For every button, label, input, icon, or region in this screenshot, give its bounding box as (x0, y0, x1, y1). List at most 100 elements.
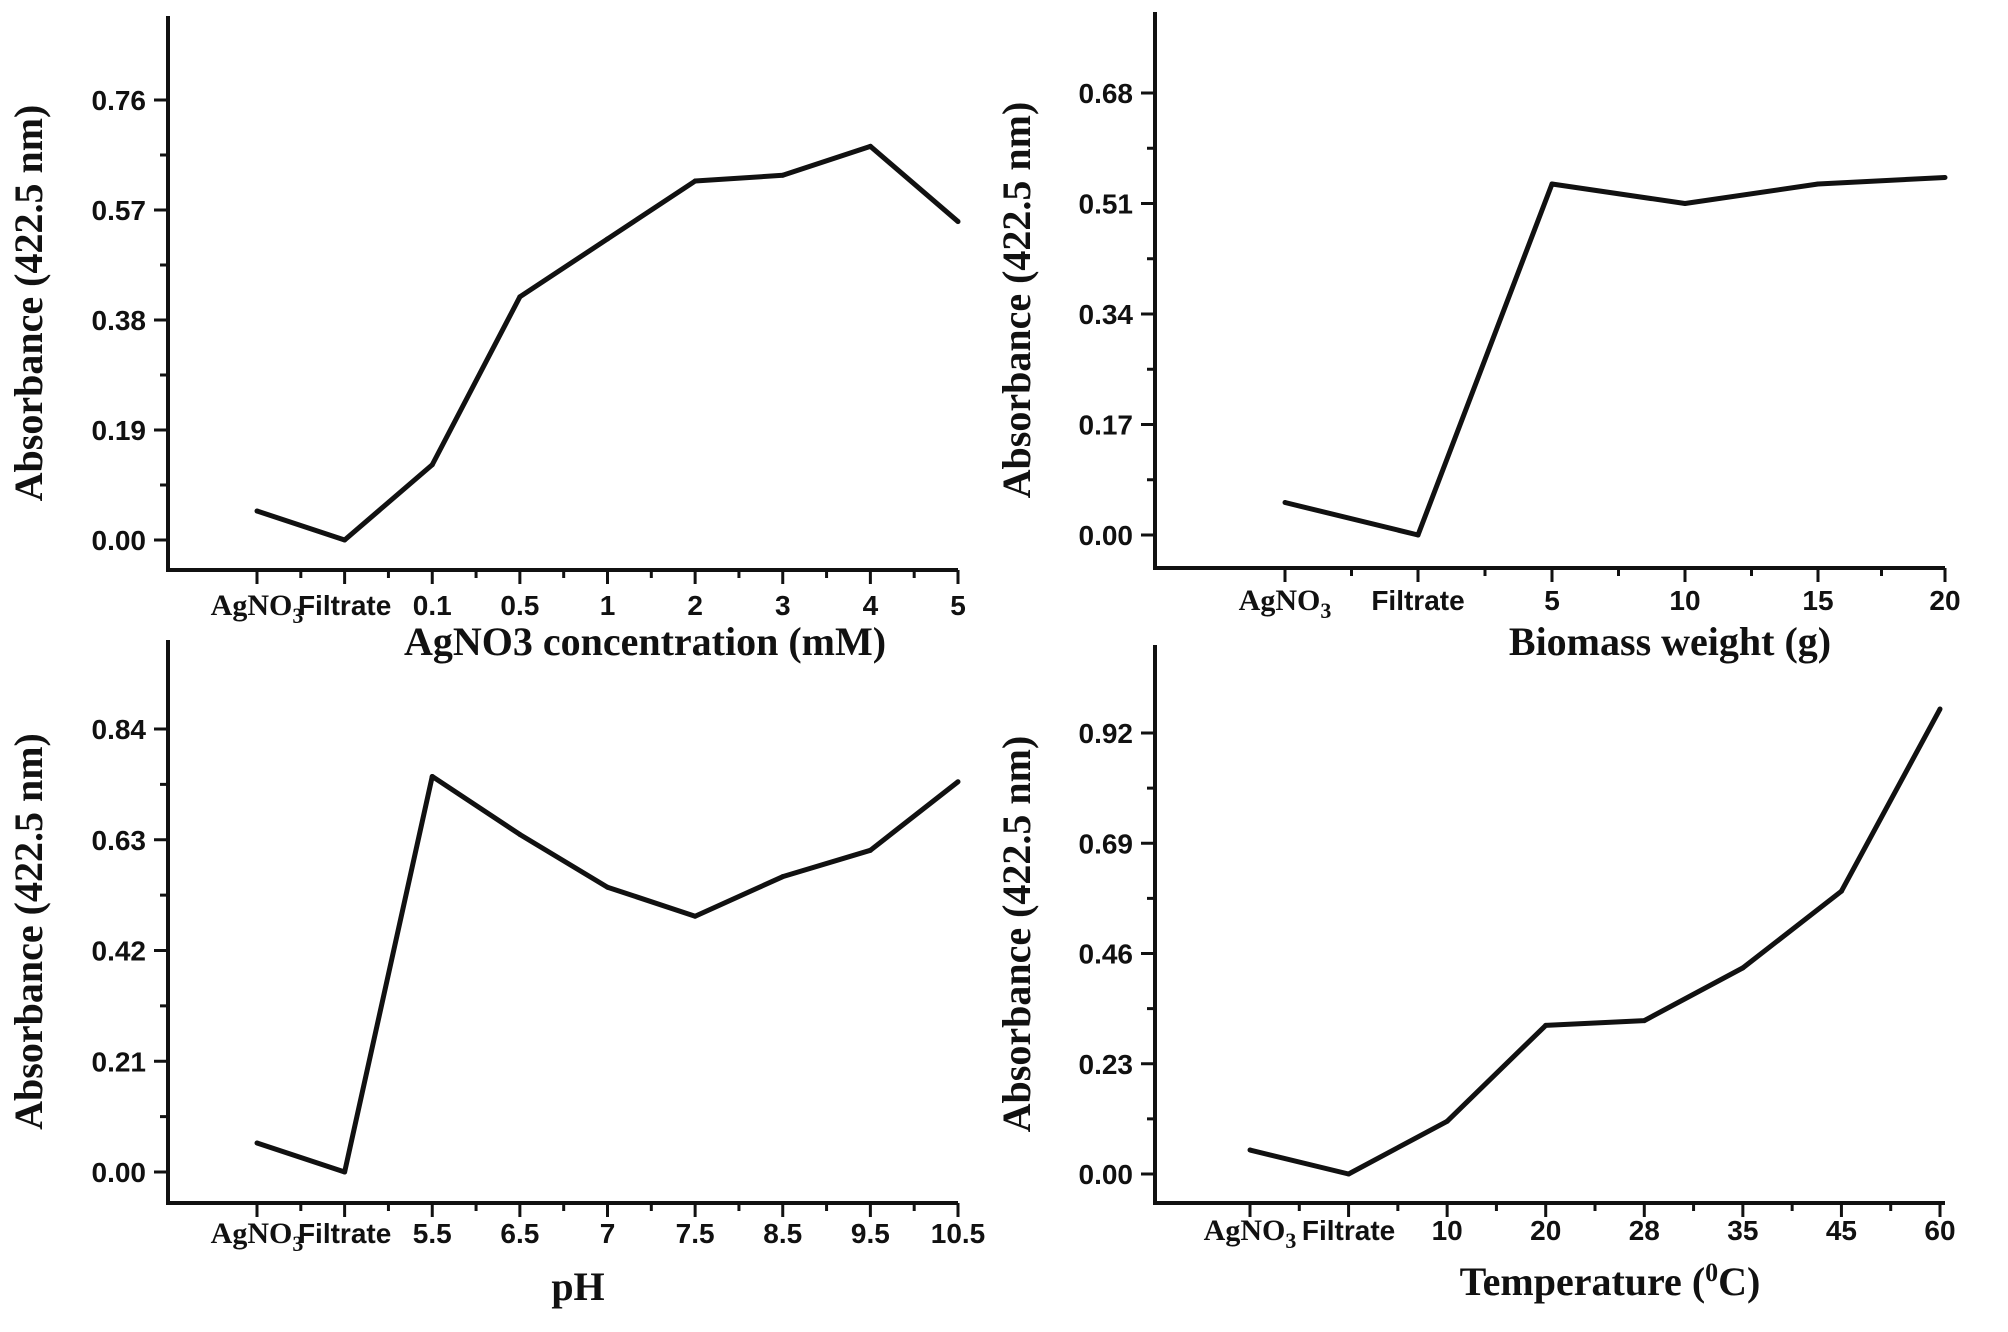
y-tick-label: 0.17 (1079, 410, 1134, 441)
x-tick-label-10: 10 (1432, 1215, 1463, 1246)
x-tick-label-6-5: 6.5 (500, 1218, 539, 1249)
data-point-0-1 (429, 462, 435, 468)
series-line (256, 773, 960, 1175)
y-axis-title: Absorbance (422.5 nm) (6, 105, 51, 502)
series-line (256, 143, 960, 543)
data-point-agno3 (1247, 1147, 1253, 1153)
data-point-filtrate (1346, 1171, 1352, 1177)
y-tick-label: 0.42 (92, 936, 147, 967)
data-point-28 (1641, 1018, 1647, 1024)
y-tick-label: 0.76 (92, 85, 147, 116)
x-tick-label-agno3: AgNO3 (211, 1217, 304, 1256)
x-tick-label-4: 4 (863, 590, 879, 621)
y-tick-label: 0.38 (92, 305, 147, 336)
y-tick-label: 0.63 (92, 825, 147, 856)
data-point-10 (1682, 201, 1688, 206)
x-tick-label-5-5: 5.5 (413, 1218, 452, 1249)
data-point-filtrate (1415, 532, 1421, 538)
data-point-45 (1838, 888, 1844, 894)
data-point-20 (1942, 175, 1948, 180)
y-tick-label: 0.51 (1079, 189, 1134, 220)
y-tick-label: 0.00 (1079, 520, 1134, 551)
y-tick-label: 0.92 (1079, 718, 1134, 749)
x-tick-label-45: 45 (1826, 1215, 1857, 1246)
y-tick-label: 0.57 (92, 195, 147, 226)
x-tick-label-agno3: AgNO3 (211, 589, 304, 628)
x-axis-title: Biomass weight (g) (1509, 619, 1831, 664)
data-point-5-5 (429, 773, 435, 779)
chart-panel-temperature: 0.00 0.23 0.46 0.69 0.92 AgNO3 Filtrate 10 20 28 3… (994, 645, 1956, 1304)
data-point-20 (1543, 1022, 1549, 1028)
y-tick-label: 0.68 (1079, 78, 1134, 109)
data-point-agno3 (254, 1140, 260, 1146)
data-point-15 (1815, 181, 1821, 187)
x-tick-label-filtrate: Filtrate (1371, 585, 1464, 616)
y-tick-label: 0.00 (92, 1157, 147, 1188)
x-tick-label-5: 5 (1544, 585, 1560, 616)
data-point-0-5 (517, 294, 523, 300)
data-point-5 (1549, 181, 1555, 187)
data-point-9-5 (867, 847, 873, 853)
series-line (1284, 175, 1946, 538)
y-tick-label: 0.00 (92, 525, 147, 556)
x-tick-label-10: 10 (1669, 585, 1700, 616)
y-axis-title: Absorbance (422.5 nm) (994, 736, 1039, 1133)
y-tick-label: 0.69 (1079, 828, 1134, 859)
x-tick-label-7-5: 7.5 (676, 1218, 715, 1249)
y-axis-title: Absorbance (422.5 nm) (994, 102, 1039, 499)
x-tick-label-8-5: 8.5 (763, 1218, 802, 1249)
x-axis-title: Temperature (0C) (1460, 1258, 1761, 1304)
x-tick-label-9-5: 9.5 (851, 1218, 890, 1249)
chart-panel-biomass-weight: 0.00 0.17 0.34 0.51 0.68 AgNO3 Filtrate 5 10 15 20… (994, 12, 1961, 664)
x-tick-label-10-5: 10.5 (931, 1218, 986, 1249)
x-axis-title: AgNO3 concentration (mM) (404, 619, 886, 664)
x-tick-label-20: 20 (1929, 585, 1960, 616)
x-tick-label-28: 28 (1629, 1215, 1660, 1246)
data-point-10-5 (955, 779, 961, 785)
x-tick-label-0-1: 0.1 (413, 590, 452, 621)
y-tick-label: 0.23 (1079, 1049, 1134, 1080)
data-point-6-5 (517, 831, 523, 837)
y-tick-label: 0.21 (92, 1046, 147, 1077)
x-tick-label-3: 3 (775, 590, 791, 621)
x-tick-label-5: 5 (950, 590, 966, 621)
data-point-60 (1937, 706, 1943, 712)
data-point-3 (780, 172, 786, 178)
data-point-4 (867, 143, 873, 149)
data-point-2 (692, 178, 698, 184)
data-point-agno3 (254, 508, 260, 514)
data-point-filtrate (342, 537, 348, 543)
y-axis-title: Absorbance (422.5 nm) (6, 733, 51, 1130)
x-tick-label-filtrate: Filtrate (298, 1218, 391, 1249)
y-tick-label: 0.19 (92, 415, 147, 446)
data-point-filtrate (342, 1169, 348, 1175)
x-tick-label-filtrate: Filtrate (1302, 1215, 1395, 1246)
data-point-10 (1444, 1118, 1450, 1124)
x-axis-title: pH (551, 1264, 604, 1309)
data-point-5 (955, 219, 961, 225)
x-tick-label-20: 20 (1530, 1215, 1561, 1246)
data-point-8-5 (780, 874, 786, 880)
x-tick-label-15: 15 (1802, 585, 1833, 616)
x-tick-label-filtrate: Filtrate (298, 590, 391, 621)
x-tick-label-1: 1 (600, 590, 616, 621)
x-tick-label-0-5: 0.5 (500, 590, 539, 621)
data-point-35 (1740, 965, 1746, 971)
data-point-7 (605, 884, 610, 890)
y-tick-label: 0.84 (92, 714, 147, 745)
y-tick-label: 0.46 (1079, 939, 1134, 970)
y-tick-label: 0.34 (1079, 299, 1134, 330)
x-tick-label-35: 35 (1727, 1215, 1758, 1246)
x-tick-label-60: 60 (1924, 1215, 1955, 1246)
series-line (1249, 707, 1943, 1177)
x-tick-label-agno3: AgNO3 (1204, 1214, 1297, 1253)
y-tick-label: 0.00 (1079, 1159, 1134, 1190)
data-point-agno3 (1282, 500, 1288, 505)
data-point-7-5 (692, 913, 698, 919)
x-tick-label-7: 7 (600, 1218, 616, 1249)
x-tick-label-2: 2 (687, 590, 703, 621)
